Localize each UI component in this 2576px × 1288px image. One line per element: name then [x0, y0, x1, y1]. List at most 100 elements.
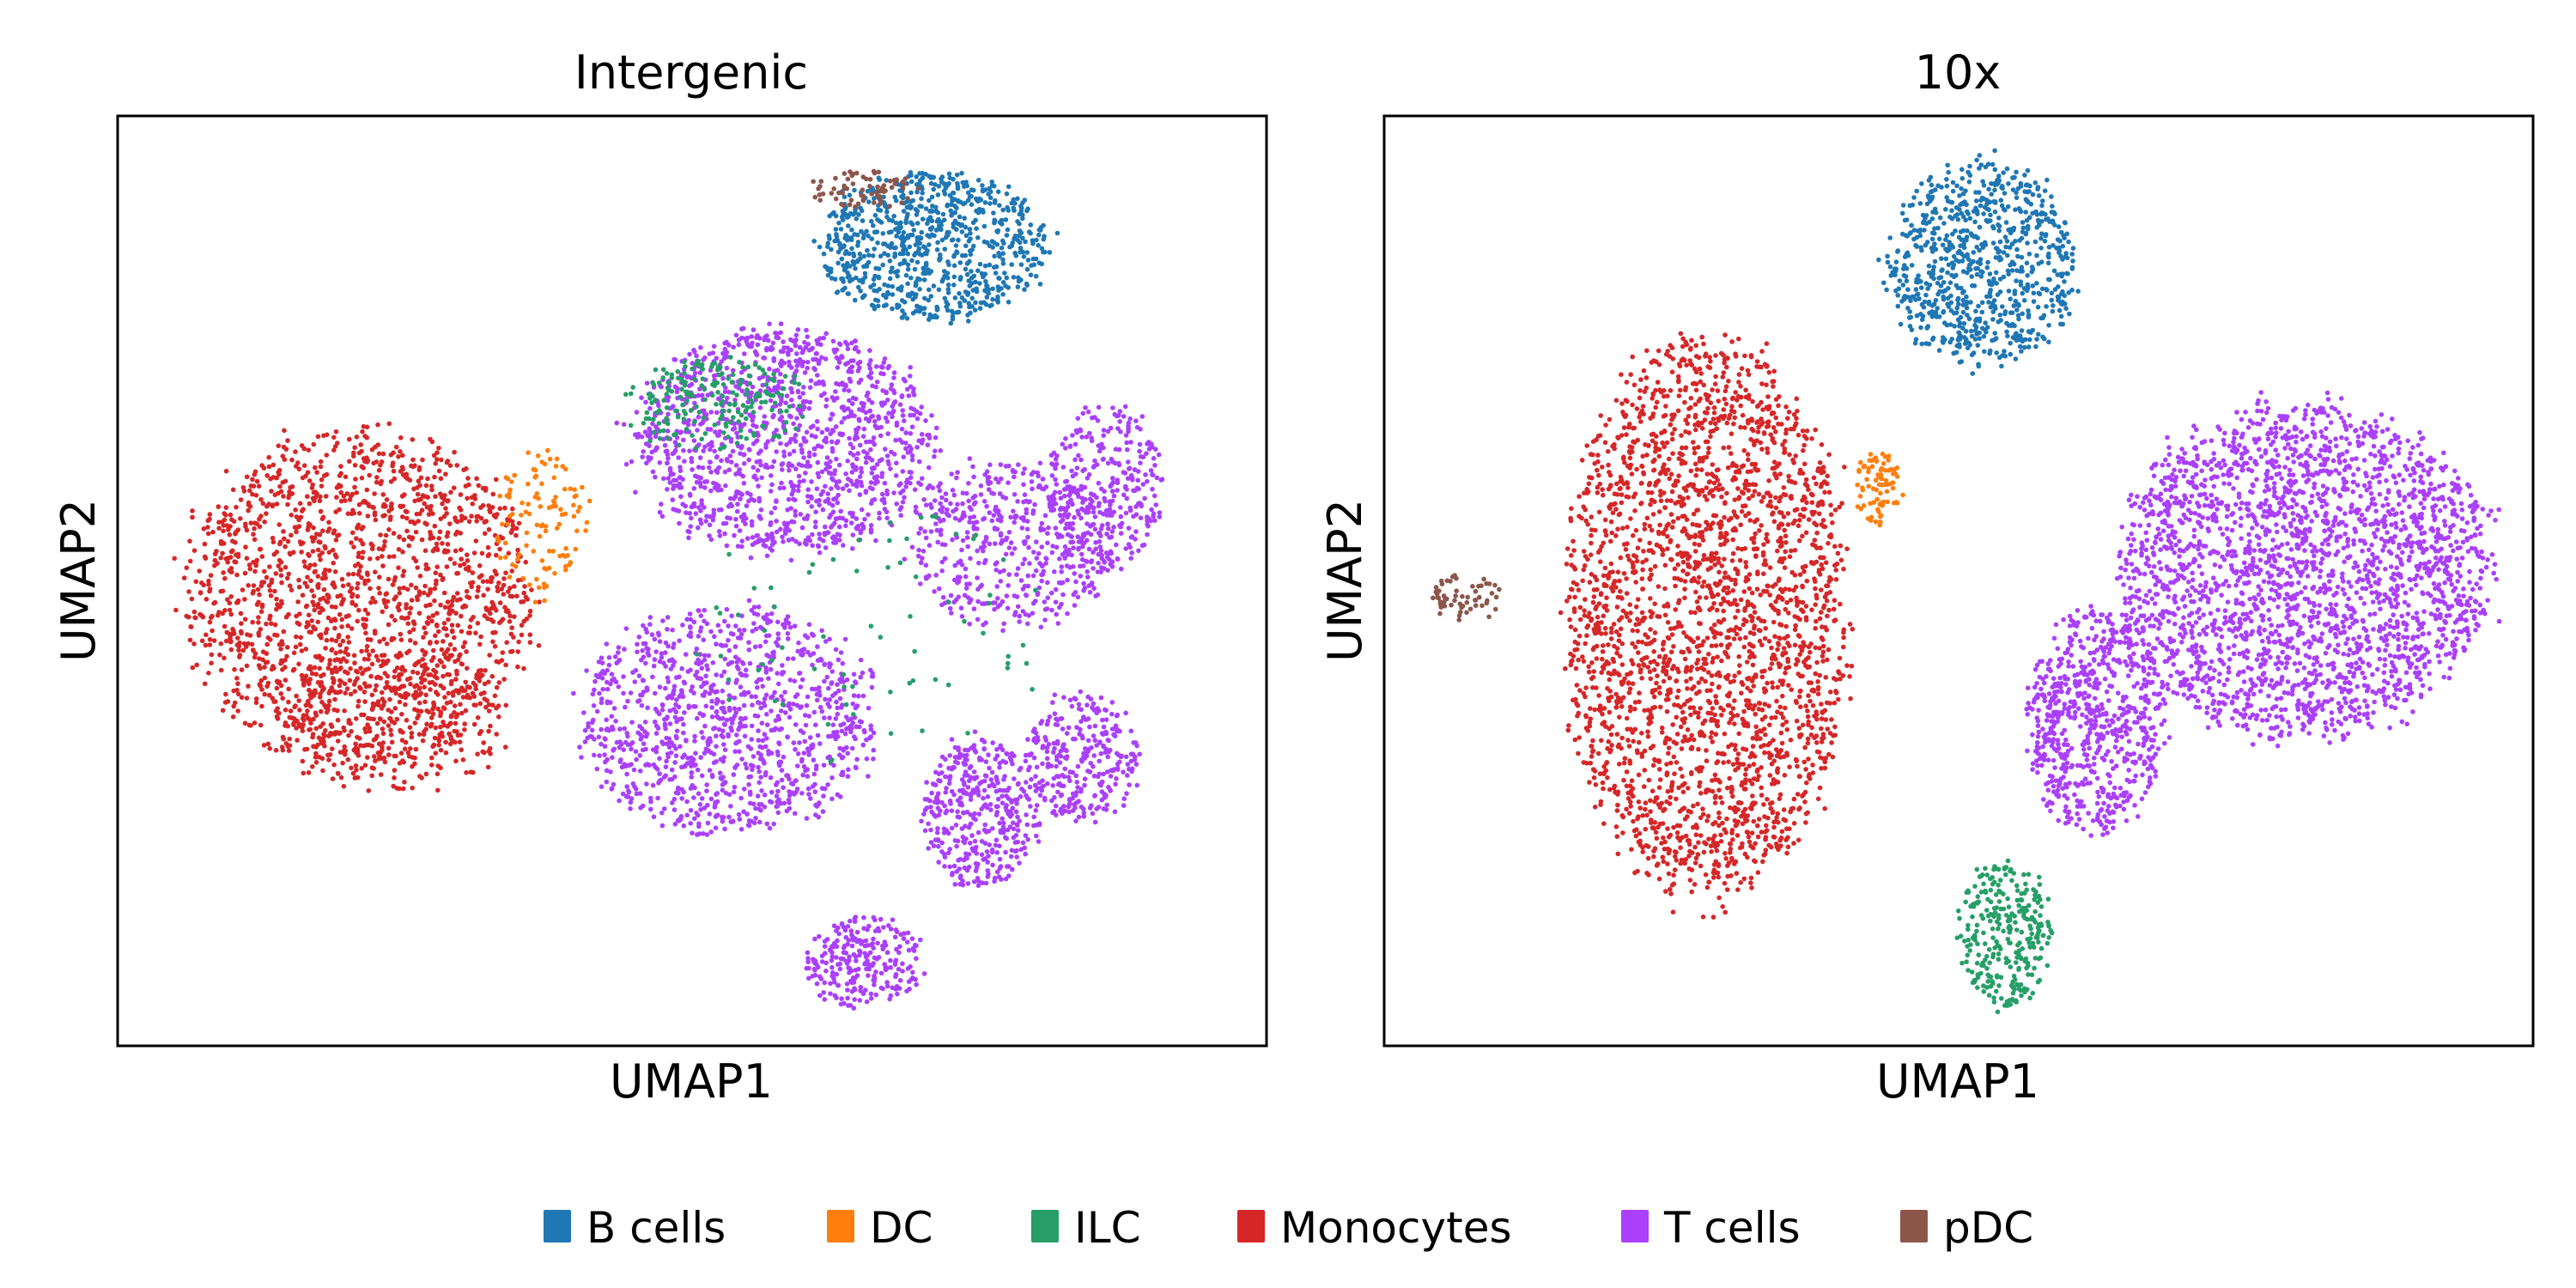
point-t-cells [777, 416, 783, 422]
point-monocytes [452, 635, 457, 641]
point-monocytes [238, 497, 244, 502]
point-b-cells [1000, 280, 1006, 285]
point-monocytes [418, 690, 424, 696]
point-t-cells [1045, 531, 1050, 536]
point-monocytes [466, 482, 471, 488]
point-t-cells [671, 507, 676, 512]
point-monocytes [227, 607, 233, 613]
point-t-cells [665, 428, 671, 434]
point-b-cells [927, 287, 932, 293]
point-t-cells [829, 486, 834, 491]
point-b-cells [984, 283, 989, 289]
point-monocytes [514, 593, 519, 598]
point-monocytes [229, 569, 234, 574]
point-monocytes [483, 485, 489, 491]
point-t-cells [805, 359, 811, 365]
point-b-cells [961, 201, 966, 207]
point-t-cells [769, 482, 775, 488]
point-t-cells [810, 543, 815, 549]
point-t-cells [957, 518, 963, 523]
point-monocytes [465, 594, 470, 599]
point-t-cells [835, 492, 841, 498]
point-monocytes [398, 435, 404, 440]
point-t-cells [829, 449, 835, 454]
point-monocytes [355, 593, 361, 599]
point-monocytes [463, 708, 469, 714]
point-t-cells [762, 355, 768, 361]
point-monocytes [264, 621, 269, 627]
point-monocytes [386, 752, 392, 757]
point-monocytes [332, 617, 338, 623]
point-t-cells [716, 465, 721, 471]
point-monocytes [308, 666, 313, 672]
point-monocytes [422, 652, 428, 658]
point-monocytes [346, 732, 351, 738]
point-monocytes [445, 542, 451, 547]
point-t-cells [779, 379, 785, 385]
point-monocytes [499, 658, 505, 663]
point-monocytes [482, 696, 488, 702]
point-b-cells [928, 208, 934, 214]
point-b-cells [959, 295, 965, 301]
point-monocytes [257, 516, 262, 522]
point-t-cells [881, 400, 886, 405]
point-ilc [718, 416, 723, 422]
point-t-cells [687, 491, 693, 497]
point-monocytes [482, 681, 488, 687]
point-t-cells [1039, 578, 1044, 584]
point-monocytes [475, 715, 481, 720]
point-t-cells [746, 498, 751, 504]
point-t-cells [813, 509, 818, 514]
point-b-cells [1024, 250, 1030, 255]
point-t-cells [778, 321, 784, 326]
point-b-cells [973, 279, 978, 285]
point-ilc [792, 374, 798, 379]
point-monocytes [436, 536, 441, 541]
point-monocytes [207, 516, 212, 522]
point-t-cells [1024, 507, 1030, 513]
point-t-cells [1065, 611, 1070, 617]
point-monocytes [386, 527, 392, 532]
point-b-cells [829, 246, 834, 252]
point-b-cells [962, 216, 967, 221]
point-t-cells [1049, 607, 1054, 613]
point-monocytes [330, 547, 336, 553]
point-monocytes [323, 567, 328, 573]
point-t-cells [820, 507, 826, 513]
point-b-cells [876, 303, 881, 309]
point-t-cells [720, 375, 726, 381]
point-monocytes [404, 718, 410, 723]
point-t-cells [1110, 476, 1115, 481]
point-b-cells [908, 232, 913, 238]
point-t-cells [836, 524, 842, 530]
point-t-cells [938, 528, 943, 534]
point-monocytes [344, 491, 350, 496]
point-b-cells [969, 304, 975, 309]
point-monocytes [397, 786, 402, 792]
point-t-cells [755, 532, 760, 538]
point-b-cells [942, 295, 948, 301]
point-monocytes [339, 576, 345, 582]
point-b-cells [1017, 233, 1022, 239]
point-t-cells [999, 476, 1004, 482]
point-monocytes [368, 586, 373, 592]
point-monocytes [374, 675, 380, 680]
point-monocytes [501, 592, 507, 597]
point-t-cells [1045, 580, 1050, 586]
point-t-cells [758, 538, 763, 544]
point-t-cells [803, 538, 809, 544]
point-b-cells [1018, 249, 1023, 255]
point-t-cells [677, 430, 683, 435]
point-b-cells [890, 306, 895, 312]
point-monocytes [283, 564, 289, 570]
point-b-cells [1000, 292, 1005, 297]
point-t-cells [721, 355, 727, 361]
point-t-cells [1049, 550, 1055, 556]
point-monocytes [433, 494, 438, 499]
point-t-cells [841, 408, 848, 413]
point-t-cells [916, 480, 921, 486]
point-b-cells [869, 302, 875, 308]
point-monocytes [313, 688, 318, 693]
point-t-cells [686, 417, 691, 423]
point-t-cells [859, 507, 865, 513]
